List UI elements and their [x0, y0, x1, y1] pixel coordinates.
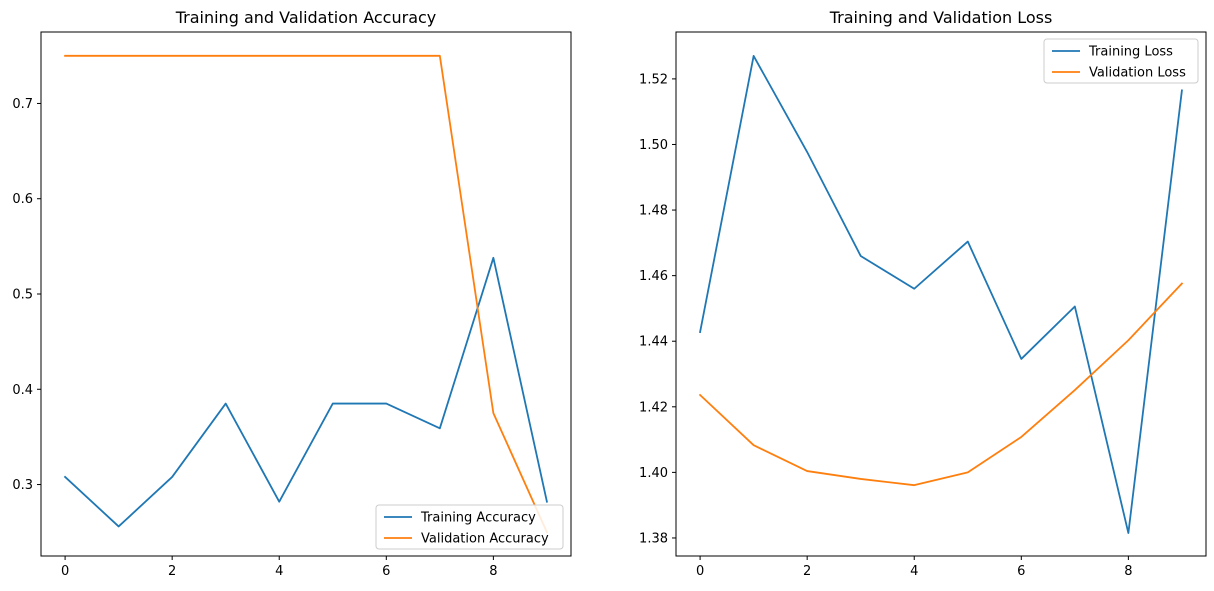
axes-frame	[675, 31, 1207, 557]
chart-1: Training and Validation Loss 0 2 4 6 8 1.38 1.4…	[639, 8, 1207, 579]
y-tick-label: 1.48	[639, 204, 668, 219]
x-tick-label: 2	[803, 564, 811, 579]
y-tick-label: 1.46	[639, 269, 668, 284]
legend: Training Loss Validation Loss	[1043, 38, 1199, 84]
y-tick-label: 0.7	[12, 97, 33, 112]
y-tick-label: 1.44	[639, 335, 668, 350]
legend-label: Validation Loss	[1089, 66, 1186, 81]
series-line-1	[64, 54, 549, 534]
chart-0: Training and Validation Accuracy 0 2 4 6 8 0.3…	[12, 8, 572, 579]
legend: Training Accuracy Validation Accuracy	[375, 504, 564, 550]
series-group	[698, 55, 1184, 534]
legend-box	[375, 504, 564, 550]
x-tick-label: 0	[61, 564, 69, 579]
y-tick-label: 0.3	[12, 478, 33, 493]
y-tick-label: 1.40	[639, 466, 668, 481]
series-line-1	[698, 282, 1184, 487]
x-tick-label: 6	[382, 564, 390, 579]
x-tick-label: 8	[1124, 564, 1132, 579]
x-tick-label: 8	[489, 564, 497, 579]
y-tick-label: 0.6	[12, 192, 33, 207]
series-line-0	[63, 256, 548, 528]
legend-label: Training Loss	[1088, 45, 1173, 60]
chart-title: Training and Validation Loss	[829, 8, 1053, 27]
y-tick-label: 0.4	[12, 383, 33, 398]
y-tick-label: 1.42	[639, 400, 668, 415]
x-tick-label: 0	[696, 564, 704, 579]
y-tick-label: 1.38	[639, 531, 668, 546]
y-tick-label: 1.50	[639, 138, 668, 153]
axes-frame	[40, 31, 572, 557]
x-tick-label: 2	[168, 564, 176, 579]
chart-title: Training and Validation Accuracy	[175, 8, 437, 27]
legend-label: Training Accuracy	[420, 511, 536, 526]
legend-box	[1043, 38, 1199, 84]
x-tick-label: 4	[910, 564, 918, 579]
y-tick-label: 0.5	[12, 288, 33, 303]
x-tick-label: 6	[1017, 564, 1025, 579]
series-group	[63, 54, 549, 534]
legend-label: Validation Accuracy	[421, 532, 549, 547]
x-tick-label: 4	[275, 564, 283, 579]
y-tick-label: 1.52	[639, 72, 668, 87]
series-line-0	[699, 55, 1183, 534]
